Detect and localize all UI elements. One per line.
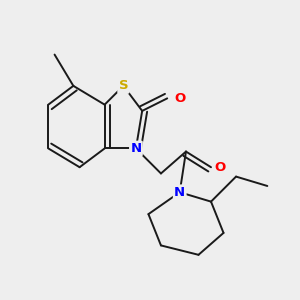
Text: N: N — [174, 186, 185, 199]
Text: O: O — [174, 92, 185, 105]
Text: O: O — [215, 161, 226, 174]
Text: N: N — [130, 142, 142, 155]
Text: S: S — [118, 80, 128, 92]
